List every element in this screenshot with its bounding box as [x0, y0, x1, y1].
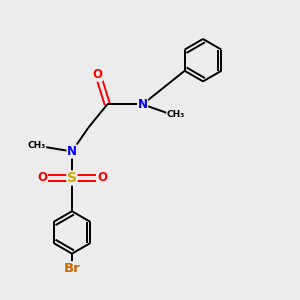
Text: Br: Br [64, 262, 80, 275]
Text: CH₃: CH₃ [28, 141, 46, 150]
Text: S: S [67, 171, 77, 185]
Text: N: N [138, 98, 148, 111]
Text: O: O [97, 172, 107, 184]
Text: O: O [37, 172, 47, 184]
Text: CH₃: CH₃ [167, 110, 185, 119]
Text: N: N [67, 145, 77, 158]
Text: O: O [93, 68, 103, 81]
